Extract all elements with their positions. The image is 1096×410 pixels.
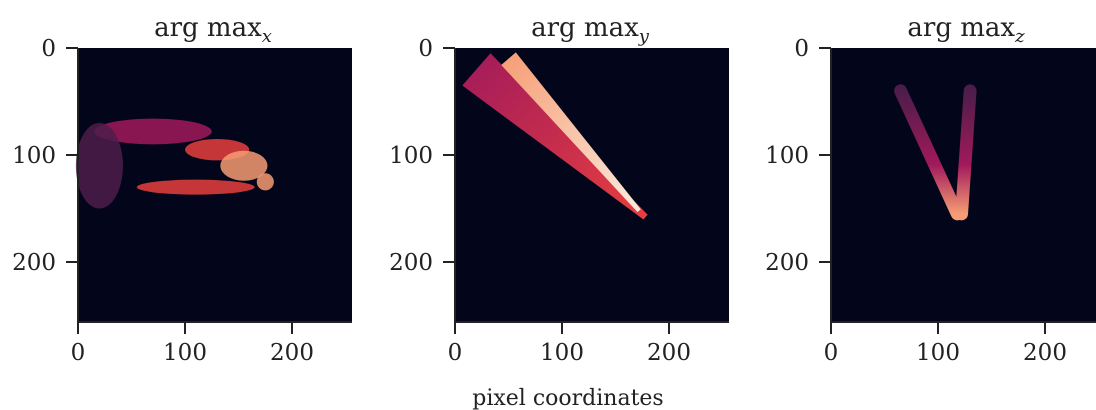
x-tick-label-0: 0 [71,340,86,366]
heatmap-3-right-arm [955,84,977,221]
y-tick-label-100: 100 [12,143,56,169]
shared-x-axis-label: pixel coordinates [472,386,663,410]
y-tick-label-200: 200 [12,250,56,276]
x-tick-label-200: 200 [1023,340,1067,366]
y-tick-label-0: 0 [794,36,809,62]
heatmap-2-band-inner [501,52,641,213]
heatmap-3-left-arm [894,84,964,221]
heatmap-1-region-4 [136,179,255,195]
x-tick-label-0: 0 [824,340,839,366]
x-tick-label-0: 0 [448,340,463,366]
x-tick-label-100: 100 [916,340,960,366]
x-tick-label-100: 100 [163,340,207,366]
heatmap-1-region-3 [256,173,274,191]
panel-3-title: arg maxz [907,13,1025,47]
panel-2-title: arg maxy [531,13,650,47]
panel-argmax-x: arg maxx 0 100 200 0 100 200 [12,13,352,366]
x-tick-label-200: 200 [647,340,691,366]
x-tick-label-200: 200 [270,340,314,366]
x-tick-label-100: 100 [540,340,584,366]
heatmap-2-band-outer [462,53,648,220]
heatmap-1-region-0 [94,118,212,145]
y-tick-label-100: 100 [765,143,809,169]
heatmap-3-axes: 0 100 200 0 100 200 [765,36,1096,366]
heatmap-2-marks [462,52,648,220]
heatmap-1-marks [75,118,274,209]
heatmap-1-axes: 0 100 200 0 100 200 [12,36,352,366]
y-tick-label-100: 100 [389,143,433,169]
y-tick-label-200: 200 [765,250,809,276]
heatmap-1-region-5 [75,122,123,209]
panel-argmax-y: arg maxy 0 100 200 0 100 200 [389,13,729,366]
panel-argmax-z: arg maxz 0 100 200 0 100 200 [765,13,1096,366]
panel-1-title: arg maxx [154,13,272,47]
y-tick-label-0: 0 [41,36,56,62]
heatmap-2-axes: 0 100 200 0 100 200 [389,36,729,366]
heatmap-1-region-2 [220,150,268,181]
heatmap-3-marks [894,84,977,221]
y-tick-label-200: 200 [389,250,433,276]
y-tick-label-0: 0 [418,36,433,62]
